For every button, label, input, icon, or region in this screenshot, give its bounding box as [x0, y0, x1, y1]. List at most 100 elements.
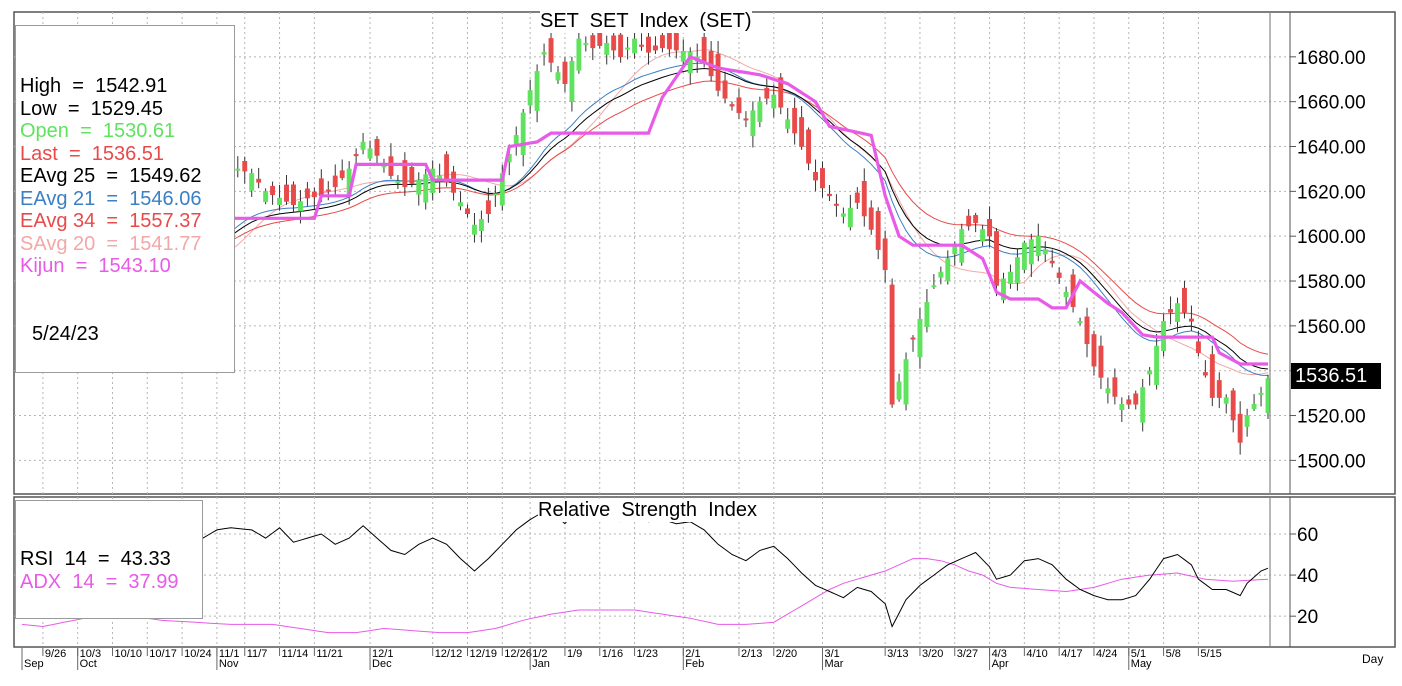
candle-body — [1154, 345, 1160, 385]
date-tick-label: 12/12 — [435, 648, 463, 660]
price-legend-value: 1549.62 — [129, 165, 202, 187]
ema34-line — [77, 80, 1269, 355]
candle-body — [458, 202, 463, 207]
candle-body — [388, 156, 394, 176]
candle-body — [527, 90, 533, 106]
rsi-tick-label: 60 — [1297, 525, 1318, 546]
rsi-tick-label: 20 — [1297, 607, 1318, 628]
candle-body — [325, 189, 331, 192]
candle-body — [1216, 380, 1222, 398]
candle-body — [1014, 257, 1020, 283]
candle-body — [1147, 370, 1153, 375]
date-tick-label: 1/2 — [532, 648, 547, 660]
candle-body — [861, 180, 867, 217]
candle-body — [360, 141, 366, 150]
price-legend-sep: = — [106, 210, 119, 232]
candle-body — [297, 201, 303, 212]
candle-body — [311, 191, 317, 198]
rsi-legend-label: ADX 14 — [20, 570, 95, 593]
month-label: Mar — [825, 658, 844, 670]
moving-average-lines — [77, 49, 1269, 376]
candle-body — [339, 170, 345, 179]
candle-body — [1209, 354, 1215, 398]
candle-body — [632, 38, 638, 54]
candle-body — [1105, 388, 1111, 394]
candle-body — [1098, 345, 1104, 378]
date-tick-label: 10/10 — [114, 648, 142, 660]
candle-body — [736, 97, 742, 114]
candle-body — [270, 185, 276, 195]
ema21-line — [77, 62, 1269, 376]
candle-body — [583, 43, 589, 46]
price-legend-row: EAvg 25 = 1549.62 — [20, 165, 228, 188]
candle-body — [820, 168, 825, 189]
date-tick-label: 5/15 — [1200, 648, 1221, 660]
candle-body — [291, 184, 296, 206]
candle-body — [423, 174, 429, 203]
candle-body — [451, 171, 457, 193]
rsi-y-axis: 20 40 60 — [1290, 525, 1318, 628]
price-legend-row: SAvg 20 = 1541.77 — [20, 233, 228, 256]
candle-body — [534, 71, 540, 111]
ema25-line — [77, 67, 1269, 370]
candle-body — [409, 166, 415, 184]
candle-body — [903, 359, 909, 405]
price-legend-sep: = — [106, 232, 119, 255]
rsi-chart-title: Relative Strength Index — [538, 499, 758, 522]
rsi-legend-row: RSI 14 = 43.33 — [20, 548, 196, 571]
date-tick-label: 10/24 — [184, 648, 212, 660]
candle-body — [966, 215, 972, 227]
price-legend-rows: High = 1542.91 Low = 1529.45 Open = 1530.6… — [20, 75, 228, 278]
candle-body — [750, 110, 756, 136]
candle-body — [889, 284, 895, 405]
price-tick-label: 1640.00 — [1297, 138, 1366, 159]
price-legend-label: High — [20, 75, 62, 97]
candle-body — [416, 179, 422, 195]
price-tick-label: 1560.00 — [1297, 317, 1366, 338]
candle-body — [896, 381, 902, 400]
price-legend-value: 1543.10 — [98, 255, 171, 277]
candle-body — [666, 30, 672, 50]
candle-body — [1258, 392, 1264, 395]
candle-body — [256, 178, 262, 183]
price-legend-value: 1536.51 — [91, 142, 165, 165]
candle-body — [722, 80, 728, 99]
candle-body — [646, 36, 651, 53]
candlesticks — [19, 17, 1271, 455]
candle-body — [1251, 404, 1257, 409]
candle-body — [625, 47, 631, 50]
date-tick-label: 9/26 — [45, 648, 66, 660]
candle-body — [938, 271, 944, 278]
candle-body — [1126, 399, 1132, 405]
candle-body — [729, 104, 735, 107]
candle-body — [931, 285, 937, 288]
candle-body — [465, 208, 470, 215]
rsi-legend-row: ADX 14 = 37.99 — [20, 571, 196, 594]
price-plot-frame — [13, 11, 1396, 495]
price-legend-sep: = — [68, 142, 81, 165]
price-legend-sep: = — [67, 97, 80, 120]
candle-body — [771, 94, 777, 109]
candle-body — [1202, 372, 1208, 376]
candle-body — [1140, 387, 1146, 423]
candle-body — [701, 37, 707, 62]
month-label: Jan — [532, 658, 550, 670]
candle-body — [875, 210, 881, 250]
candle-body — [778, 77, 784, 108]
candle-body — [994, 231, 999, 286]
candle-body — [910, 337, 916, 340]
price-chart-title: SET SET Index (SET) — [540, 10, 752, 33]
candle-body — [1175, 303, 1180, 322]
candle-body — [1042, 249, 1048, 255]
candle-body — [332, 175, 338, 188]
date-tick-label: 10/17 — [149, 648, 177, 660]
candle-body — [987, 219, 993, 237]
date-tick-label: 1/23 — [637, 648, 658, 660]
candle-body — [868, 207, 874, 230]
candle-body — [833, 203, 839, 206]
candle-body — [799, 117, 805, 147]
date-tick-label: 4/17 — [1061, 648, 1082, 660]
date-tick-label: 4/3 — [992, 648, 1007, 660]
date-tick-label: 12/19 — [469, 648, 497, 660]
